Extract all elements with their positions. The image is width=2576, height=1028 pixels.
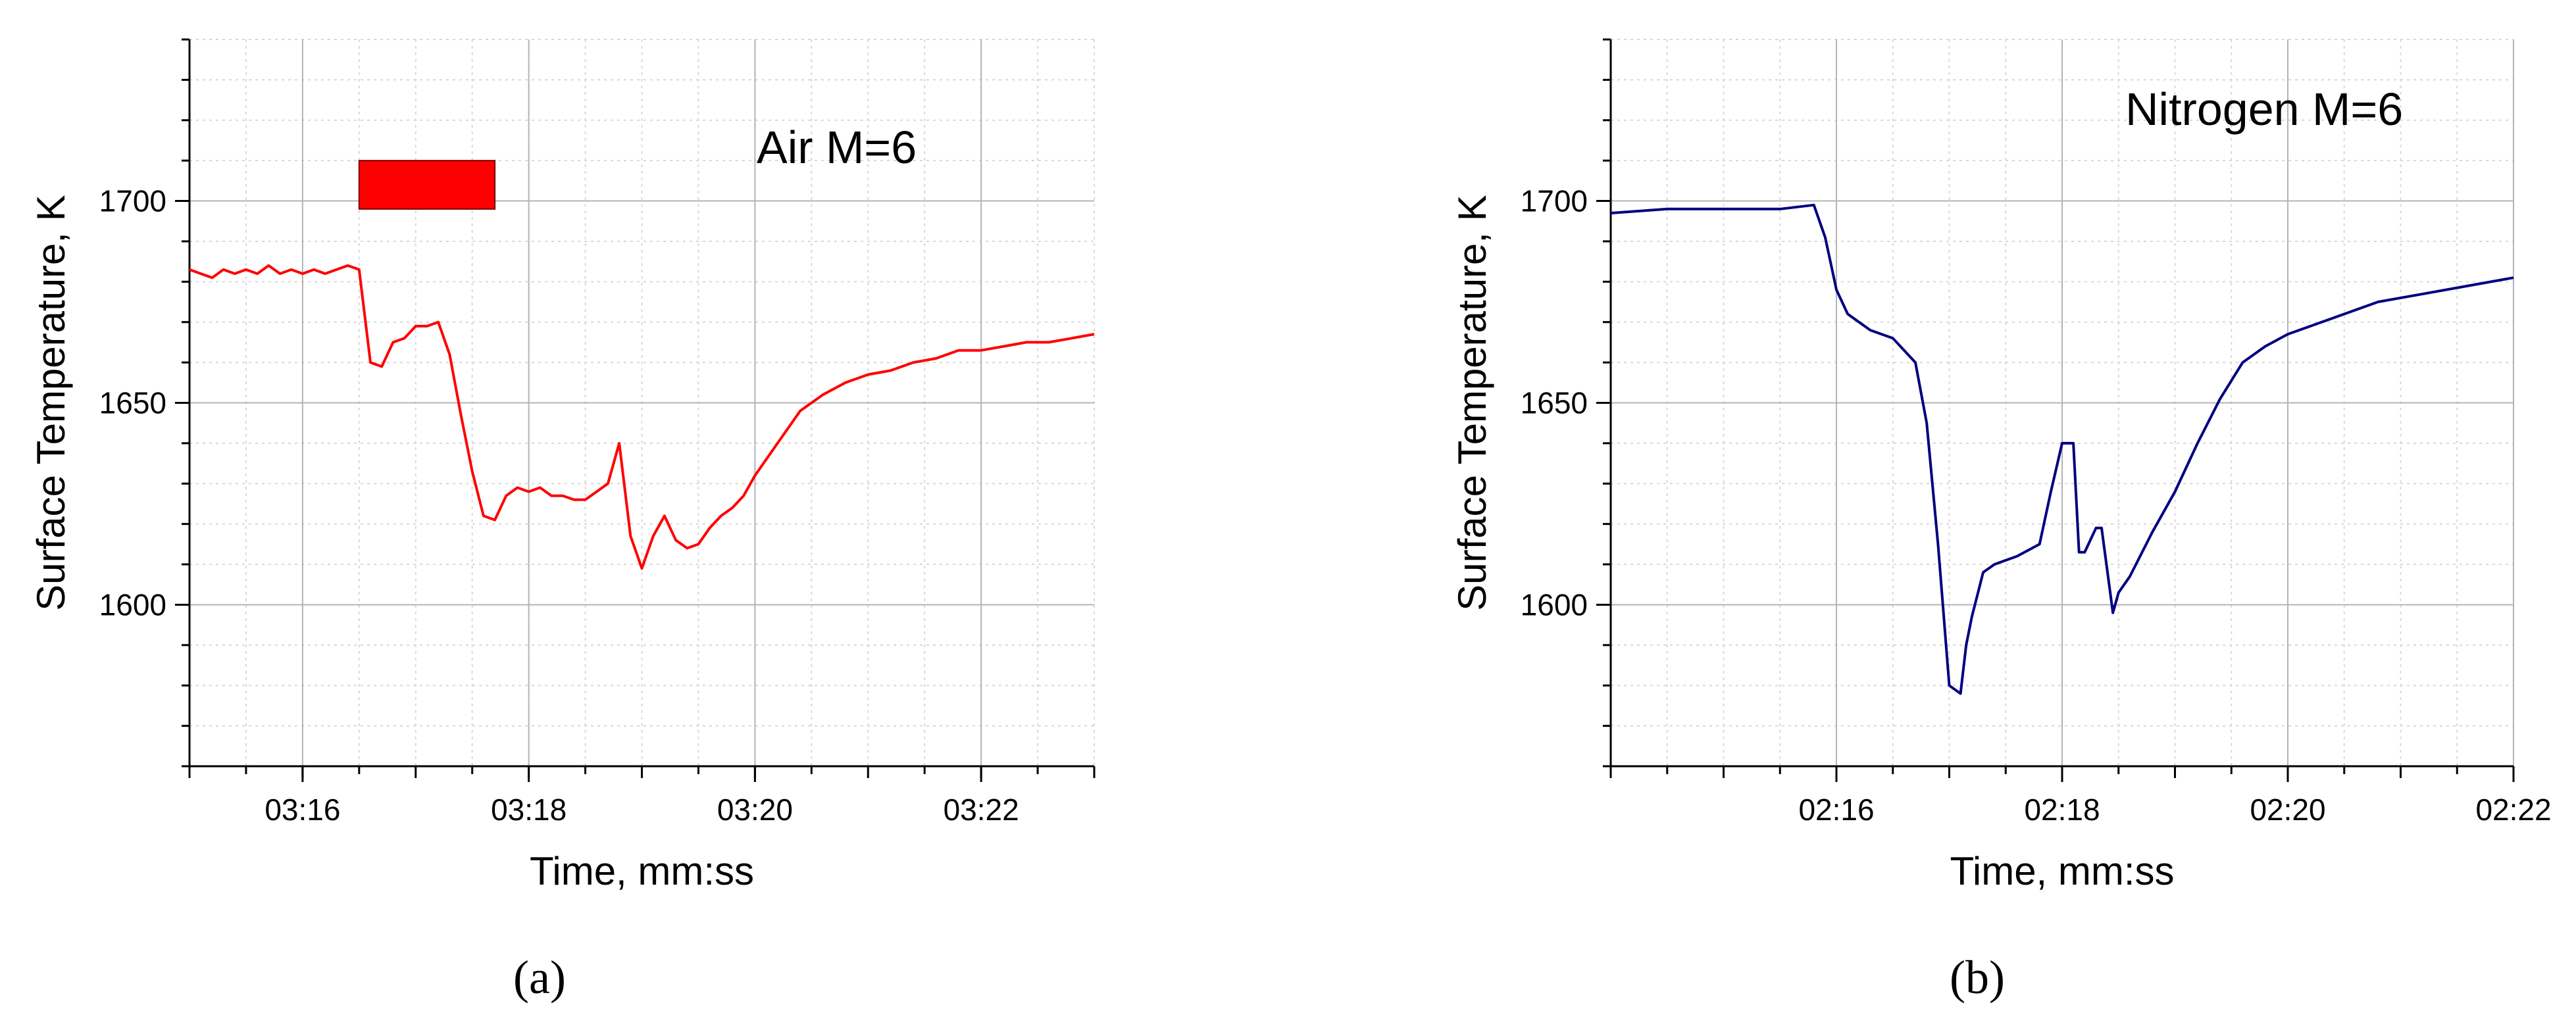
- y-tick-label: 1650: [99, 386, 166, 420]
- y-tick-label: 1650: [1521, 386, 1588, 420]
- y-axis-title: Surface Temperature, K: [1450, 195, 1494, 611]
- x-axis-title: Time, mm:ss: [530, 849, 754, 893]
- chart-panel-a: 03:16 03:18 03:20 03:22 1600 1650 1700 Time, mm…: [29, 38, 1096, 1004]
- chart-annotation: Nitrogen M=6: [2125, 84, 2403, 135]
- y-tick-label: 1600: [99, 587, 166, 622]
- x-tick-label: 02:22: [2475, 793, 2551, 827]
- y-axis-title: Surface Temperature, K: [29, 195, 73, 611]
- chart-annotation: Air M=6: [757, 122, 917, 173]
- highlight-box: [358, 160, 496, 210]
- y-tick-label: 1700: [99, 184, 166, 218]
- panel-label: (a): [513, 951, 566, 1004]
- x-tick-label: 03:20: [717, 793, 793, 827]
- x-tick-label: 02:18: [2024, 793, 2100, 827]
- y-tick-label: 1600: [1521, 587, 1588, 622]
- x-tick-label: 02:16: [1798, 793, 1874, 827]
- x-tick-label: 03:18: [491, 793, 567, 827]
- x-tick-label: 03:22: [944, 793, 1019, 827]
- series-line: [1610, 203, 2514, 695]
- x-axis-title: Time, mm:ss: [1950, 849, 2174, 893]
- x-tick-label: 02:20: [2250, 793, 2325, 827]
- series-line: [189, 264, 1095, 570]
- y-tick-label: 1700: [1521, 184, 1588, 218]
- panel-label: (b): [1950, 951, 2005, 1004]
- chart-panel-b: 02:16 02:18 02:20 02:22 1600 1650 1700 Time, mm…: [1450, 38, 2552, 1004]
- x-tick-label: 03:16: [265, 793, 340, 827]
